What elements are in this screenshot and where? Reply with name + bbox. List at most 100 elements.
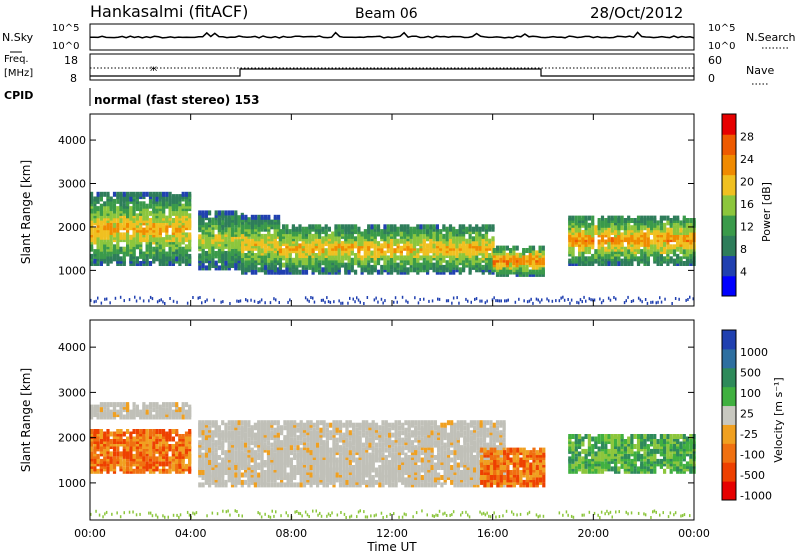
heatmap-cell <box>337 224 341 230</box>
heatmap-cell <box>298 269 302 275</box>
heatmap-cell <box>318 250 322 256</box>
heatmap-cell <box>168 456 172 462</box>
heatmap-cell <box>302 437 307 443</box>
heatmap-cell <box>462 243 466 249</box>
heatmap-cell <box>468 233 472 239</box>
heatmap-cell <box>148 237 153 243</box>
heatmap-cell <box>296 465 300 470</box>
heatmap-cell <box>329 430 333 436</box>
heatmap-cell <box>221 210 225 216</box>
heatmap-cell <box>478 267 482 273</box>
heatmap-cell <box>181 191 185 197</box>
heatmap-cell <box>417 455 421 460</box>
heatmap-cell <box>380 269 384 275</box>
heatmap-cell <box>419 224 423 230</box>
heatmap-cell <box>208 210 212 216</box>
heatmap-cell <box>296 440 300 446</box>
heatmap-cell <box>342 475 346 480</box>
heatmap-cell <box>224 255 228 261</box>
heatmap-cell <box>188 451 192 457</box>
heatmap-cell <box>587 249 591 255</box>
heatmap-cell <box>312 422 316 428</box>
heatmap-cell <box>403 238 407 244</box>
heatmap-cell <box>407 420 411 426</box>
heatmap-cell <box>244 460 248 465</box>
heatmap-cell <box>168 444 172 449</box>
heatmap-cell <box>491 298 494 302</box>
heatmap-cell <box>599 297 601 301</box>
heatmap-cell <box>220 300 222 304</box>
heatmap-cell <box>152 256 156 262</box>
heatmap-cell <box>610 227 614 233</box>
heatmap-cell <box>208 482 212 488</box>
colorbar-tick-label: 12 <box>740 221 754 234</box>
heatmap-cell <box>316 475 320 480</box>
heatmap-cell <box>409 243 413 249</box>
heatmap-cell <box>397 475 401 480</box>
heatmap-cell <box>285 224 289 230</box>
heatmap-cell <box>291 231 295 237</box>
heatmap-cell <box>241 257 245 263</box>
heatmap-cell <box>192 296 194 299</box>
heatmap-cell <box>620 215 624 221</box>
heatmap-cell <box>227 215 231 221</box>
heatmap-cell <box>368 422 372 428</box>
heatmap-cell <box>93 404 97 410</box>
heatmap-cell <box>277 219 281 225</box>
heatmap-cell <box>471 226 475 232</box>
heatmap-cell <box>435 224 439 230</box>
heatmap-cell <box>576 300 578 304</box>
heatmap-cell <box>478 262 482 268</box>
heatmap-cell <box>515 245 519 251</box>
heatmap-cell <box>659 246 663 252</box>
heatmap-cell <box>630 246 634 252</box>
heatmap-cell <box>257 267 261 273</box>
heatmap-cell <box>126 436 130 442</box>
heatmap-cell <box>112 198 117 204</box>
heatmap-cell <box>172 299 175 303</box>
heatmap-cell <box>370 264 374 270</box>
heatmap-cell <box>363 257 367 263</box>
heatmap-cell <box>672 244 677 250</box>
heatmap-cell <box>428 299 430 303</box>
heatmap-cell <box>184 463 189 469</box>
heatmap-cell <box>109 256 113 262</box>
heatmap-cell <box>426 264 430 270</box>
heatmap-cell <box>227 210 231 216</box>
heatmap-cell <box>406 245 410 251</box>
heatmap-cell <box>288 233 292 239</box>
heatmap-cell <box>327 250 331 256</box>
heatmap-cell <box>600 215 605 221</box>
heatmap-cell <box>604 218 608 223</box>
heatmap-cell <box>569 301 571 305</box>
heatmap-cell <box>388 460 392 465</box>
heatmap-cell <box>129 244 133 250</box>
heatmap-cell <box>293 437 297 443</box>
heatmap-cell <box>171 194 175 200</box>
heatmap-cell <box>311 241 315 247</box>
heatmap-cell <box>135 191 139 197</box>
heatmap-cell <box>103 201 107 207</box>
heatmap-cell <box>237 467 241 473</box>
heatmap-cell <box>324 224 328 230</box>
heatmap-cell <box>679 256 683 262</box>
heatmap-cell <box>571 258 575 264</box>
heatmap-cell <box>447 299 450 303</box>
heatmap-cell <box>518 257 522 263</box>
heatmap-cell <box>135 434 139 439</box>
heatmap-cell <box>337 238 341 244</box>
heatmap-cell <box>640 215 644 221</box>
heatmap-cell <box>396 226 400 232</box>
heatmap-cell <box>319 427 323 433</box>
heatmap-cell <box>165 402 169 408</box>
heatmap-cell <box>373 245 377 251</box>
heatmap-cell <box>499 257 503 263</box>
heatmap-cell <box>90 451 94 457</box>
heatmap-cell <box>93 429 97 434</box>
heatmap-cell <box>656 251 660 257</box>
heatmap-cell <box>376 224 381 230</box>
heatmap-cell <box>109 409 113 415</box>
heatmap-cell <box>122 458 126 464</box>
heatmap-cell <box>241 262 245 268</box>
heatmap-cell <box>188 444 192 449</box>
